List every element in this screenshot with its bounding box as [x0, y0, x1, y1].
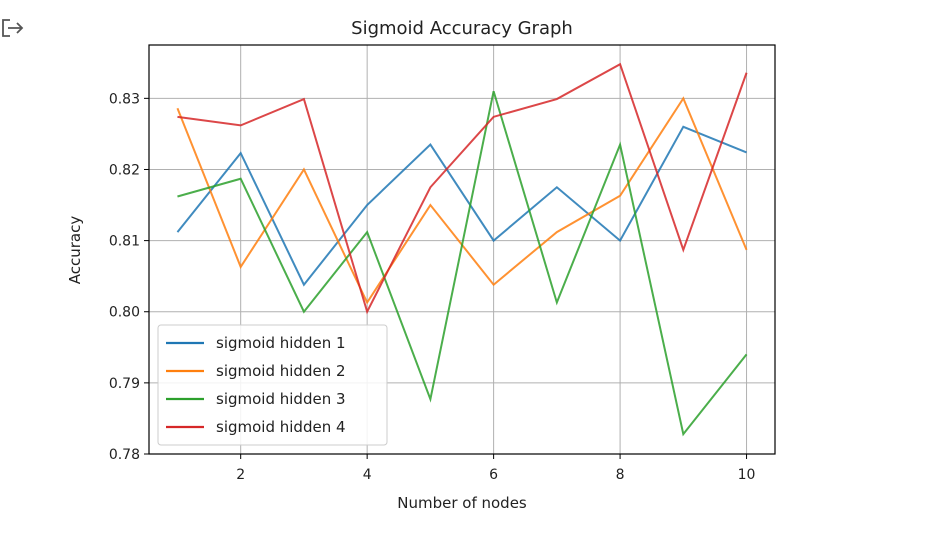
y-tick-label: 0.81 — [109, 234, 140, 250]
x-ticks: 2 4 6 8 10 — [236, 454, 755, 483]
plot-frame — [148, 44, 776, 455]
series-line-3 — [177, 90, 748, 437]
y-tick-label: 0.83 — [109, 91, 140, 107]
x-tick-label: 10 — [738, 467, 756, 483]
y-ticks: 0.78 0.79 0.80 0.81 0.82 0.83 — [109, 91, 149, 463]
x-tick-label: 4 — [363, 467, 372, 483]
x-tick-label: 6 — [489, 467, 498, 483]
y-tick-label: 0.79 — [109, 376, 140, 392]
y-tick-label: 0.78 — [109, 447, 140, 463]
legend: sigmoid hidden 1 sigmoid hidden 2 sigmoid … — [157, 324, 388, 446]
series-line-1 — [176, 125, 747, 287]
plot-lines — [176, 62, 748, 437]
series-line-4 — [177, 62, 748, 315]
grid-lines — [149, 45, 775, 455]
x-tick-label: 8 — [616, 467, 625, 483]
y-axis-title: Accuracy — [66, 216, 84, 285]
x-tick-label: 2 — [236, 467, 245, 483]
legend-box — [157, 324, 388, 446]
output-redirect-icon — [2, 19, 24, 37]
legend-label: sigmoid hidden 1 — [216, 334, 346, 352]
legend-label: sigmoid hidden 2 — [216, 362, 346, 380]
y-tick-label: 0.80 — [109, 305, 140, 321]
legend-entries: sigmoid hidden 1 sigmoid hidden 2 sigmoid … — [166, 334, 346, 436]
legend-label: sigmoid hidden 3 — [216, 390, 346, 408]
legend-label: sigmoid hidden 4 — [216, 418, 346, 436]
y-tick-label: 0.82 — [109, 162, 140, 178]
x-axis-title: Number of nodes — [397, 494, 527, 512]
chart-title: Sigmoid Accuracy Graph — [351, 18, 573, 39]
